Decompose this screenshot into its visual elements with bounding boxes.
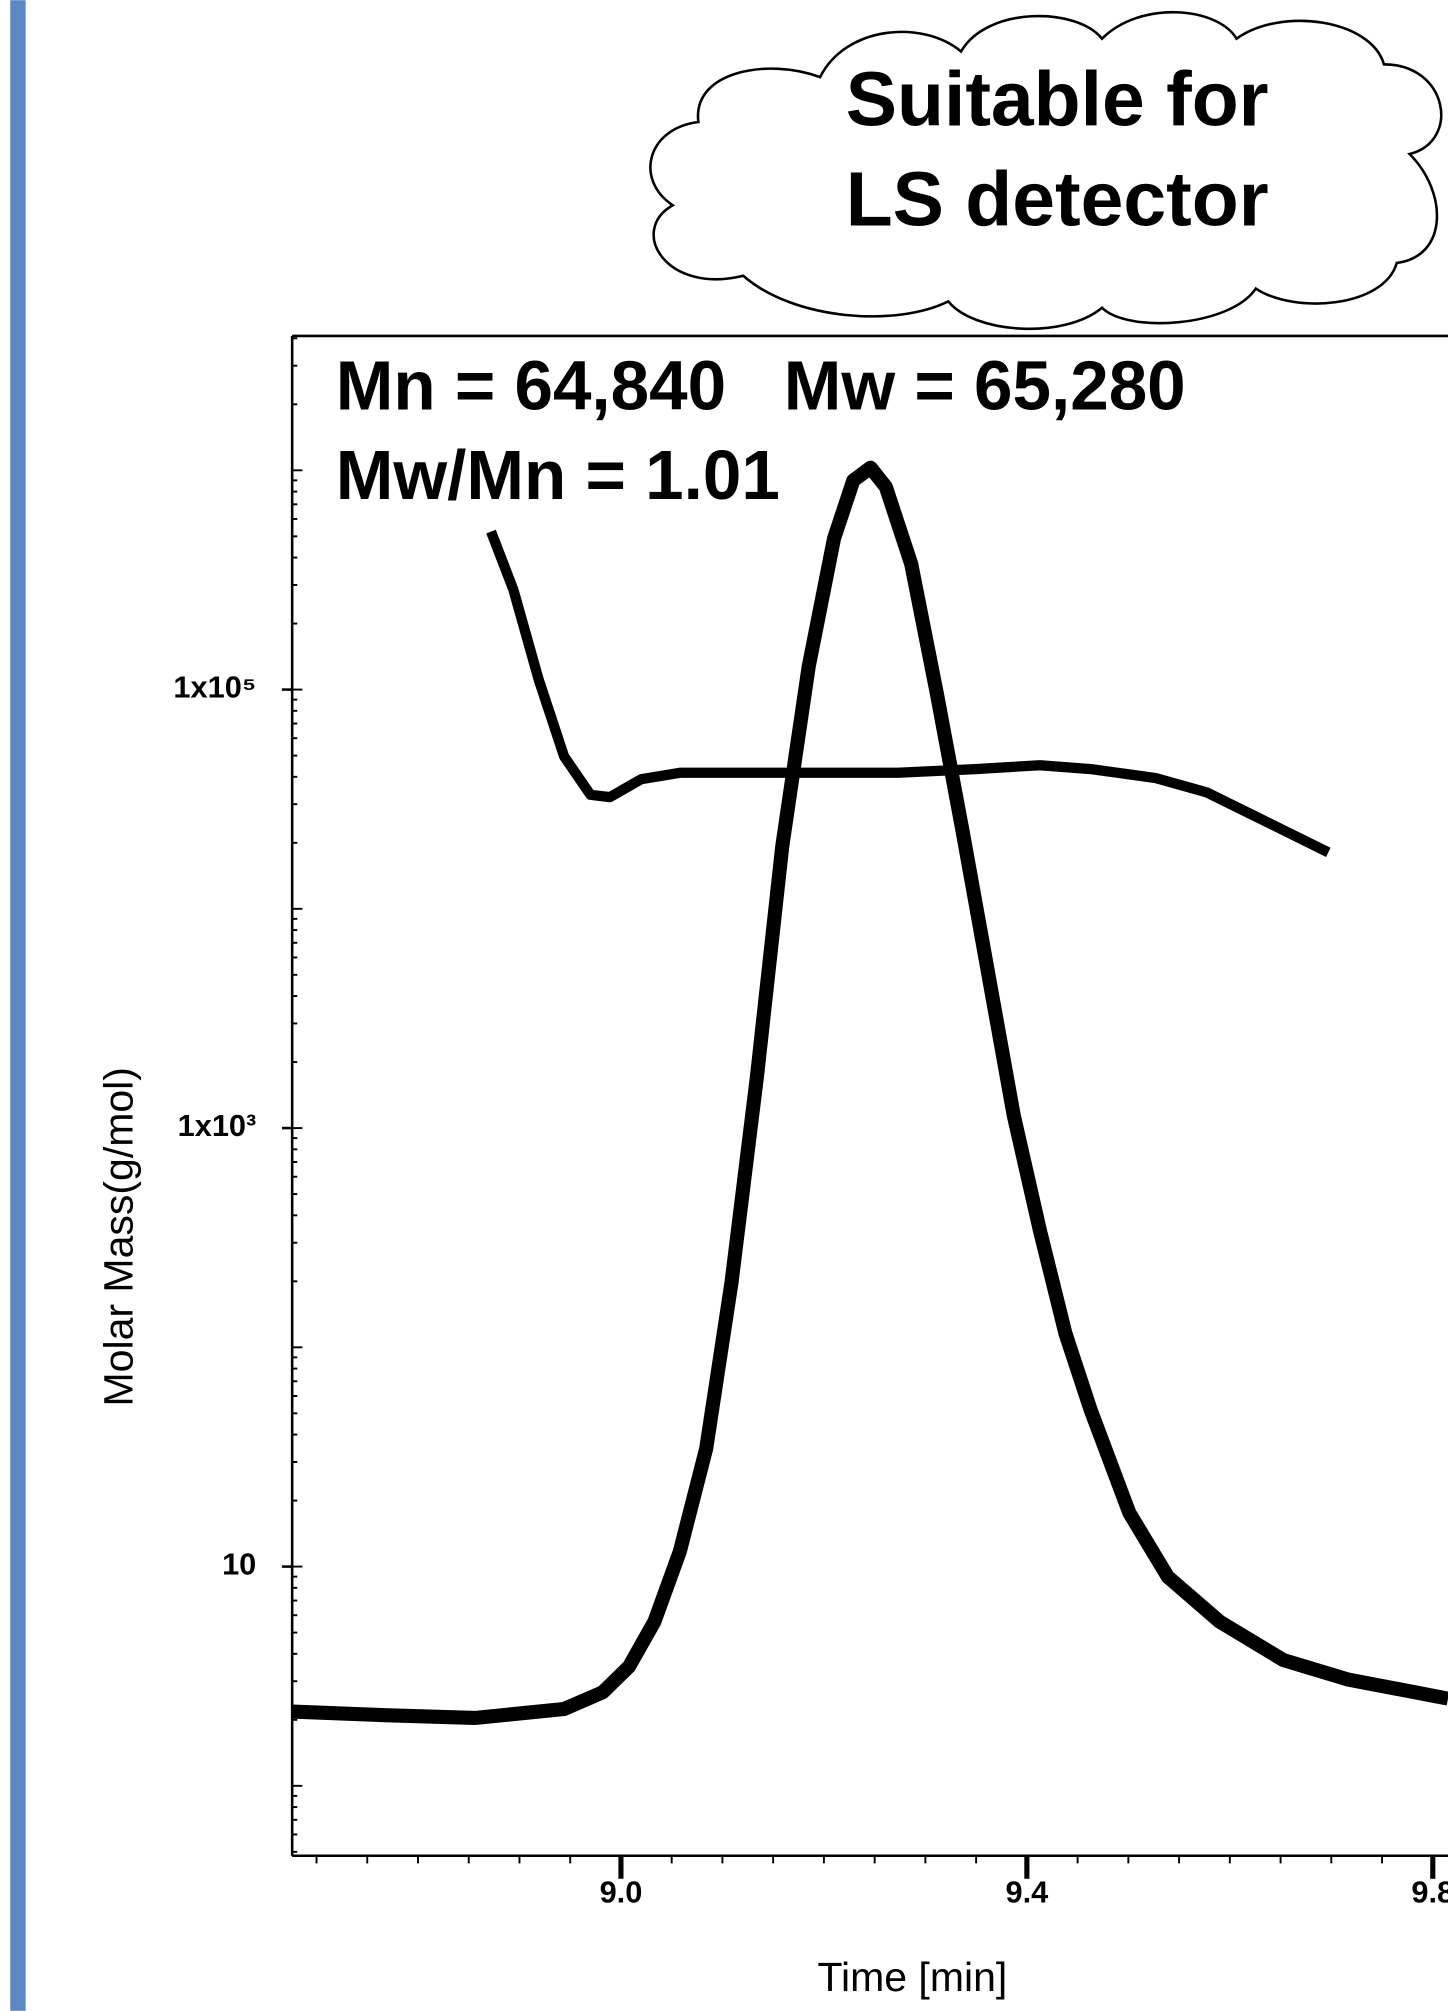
data-line (291, 460, 1448, 1726)
x-tick-label: 9.4 (1005, 1874, 1048, 1909)
y-tick-label: 1x10⁵ (173, 670, 256, 705)
y-tick-label: 10 (222, 1547, 256, 1582)
y-tick-label: 1x10³ (178, 1108, 257, 1143)
plot (290, 334, 1448, 1858)
annotation: Mn = 64,840 Mw = 65,280 (336, 346, 1186, 424)
cloud-text: Suitable for (846, 57, 1269, 143)
x-tick-label: 9.0 (600, 1874, 643, 1909)
cloud-text: LS detector (846, 157, 1269, 243)
y-axis-label: Molar Mass(g/mol) (96, 1067, 142, 1406)
side-stripe (10, 0, 26, 2011)
x-axis-label: Time [min] (817, 1954, 1007, 2000)
x-tick-label: 9.8 (1411, 1874, 1448, 1909)
annotation: Mw/Mn = 1.01 (336, 436, 780, 514)
cloud (649, 10, 1443, 331)
data-line (486, 529, 1331, 857)
